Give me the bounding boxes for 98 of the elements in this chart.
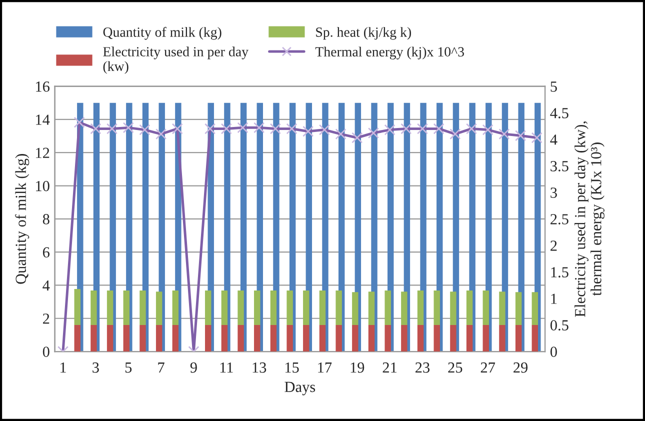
bar xyxy=(303,325,310,352)
bar xyxy=(172,325,179,352)
y2-tick-label: 3.5 xyxy=(550,161,568,172)
x-tick-label: 15 xyxy=(285,362,299,373)
bar xyxy=(106,325,114,352)
x-tick-label: 19 xyxy=(350,362,364,373)
x-tick-label: 7 xyxy=(158,362,164,373)
bar xyxy=(401,292,408,326)
bar xyxy=(499,325,506,352)
x-tick-label: 1 xyxy=(60,362,66,373)
bar xyxy=(172,290,179,326)
legend-label: Thermal energy (kj)x 10^3 xyxy=(315,46,464,60)
bar xyxy=(499,292,506,326)
bar xyxy=(336,290,342,326)
bar xyxy=(532,292,538,326)
bar xyxy=(254,325,260,352)
y-tick-label: 10 xyxy=(36,180,50,192)
bar xyxy=(401,325,408,352)
bar xyxy=(106,290,114,326)
x-tick-label: 25 xyxy=(448,362,462,373)
legend-label: Quantity of milk (kg) xyxy=(103,26,222,40)
bar xyxy=(450,292,456,326)
x-tick-label: 11 xyxy=(220,362,233,373)
y2-tick-label: 2.5 xyxy=(550,214,568,224)
bar xyxy=(368,292,375,326)
y2-tick-label: 1.5 xyxy=(551,267,568,278)
bar xyxy=(319,325,326,352)
legend-label: Sp. heat (kj/kg k) xyxy=(316,27,411,40)
y2-tick-label: 4.5 xyxy=(550,108,568,118)
x-tick-label: 5 xyxy=(125,362,132,373)
bar xyxy=(319,290,326,326)
x-tick-label: 23 xyxy=(416,362,430,373)
bar xyxy=(123,325,130,352)
y-tick-label: 6 xyxy=(42,247,50,258)
bar xyxy=(352,325,358,352)
bar xyxy=(434,325,440,352)
bar xyxy=(417,290,424,326)
bar xyxy=(204,290,212,326)
y2-tick-label: 1 xyxy=(551,294,557,304)
bar xyxy=(482,290,489,326)
y2-tick-label: 2 xyxy=(550,240,557,251)
bar xyxy=(254,290,260,326)
y2-tick-label: 3 xyxy=(550,188,557,198)
bar xyxy=(204,325,212,352)
bar xyxy=(156,325,162,352)
y2-tick-label: 0 xyxy=(550,346,557,357)
bar xyxy=(140,325,146,352)
bar xyxy=(221,325,228,352)
y-tick-label: 2 xyxy=(42,314,50,324)
legend-label: Electricity used in per day (kw) xyxy=(103,46,248,74)
bar xyxy=(532,325,538,352)
bar xyxy=(221,290,228,326)
x-tick-label: 29 xyxy=(514,362,528,373)
bar xyxy=(482,325,489,352)
bar xyxy=(466,290,473,326)
bar xyxy=(74,325,80,352)
bar xyxy=(450,325,456,352)
bar xyxy=(140,290,146,326)
bar xyxy=(123,290,130,326)
bar xyxy=(434,290,440,326)
x-tick-label: 3 xyxy=(92,362,99,373)
x-tick-label: 9 xyxy=(190,362,197,373)
x-tick-label: 27 xyxy=(480,362,496,373)
y-tick-label: 16 xyxy=(36,81,50,92)
bar xyxy=(238,290,244,326)
bar xyxy=(368,325,375,352)
x-tick-label: 13 xyxy=(252,362,266,373)
bar xyxy=(417,325,424,352)
bar xyxy=(270,290,277,326)
x-axis-title: Days xyxy=(284,382,316,396)
bar xyxy=(286,290,293,326)
y-tick-label: 12 xyxy=(36,148,50,158)
bar xyxy=(515,325,522,352)
x-tick-label: 17 xyxy=(318,362,332,373)
bar xyxy=(238,325,244,352)
y-tick-label: 14 xyxy=(36,114,50,125)
bar xyxy=(286,325,293,352)
bar xyxy=(90,325,97,352)
y-tick-label: 0 xyxy=(42,346,50,357)
bar xyxy=(515,292,522,326)
y2-tick-label: 0.5 xyxy=(550,320,568,331)
bar xyxy=(303,290,310,326)
bar xyxy=(270,325,277,352)
bar xyxy=(384,290,391,326)
y2-tick-label: 5 xyxy=(550,82,557,92)
y2-tick-label: 4 xyxy=(550,134,558,145)
x-tick-label: 21 xyxy=(382,362,397,373)
bar xyxy=(156,292,162,326)
bar xyxy=(336,325,342,352)
bar xyxy=(466,325,473,352)
y-tick-label: 4 xyxy=(42,280,50,291)
bar xyxy=(384,325,391,352)
y2-axis-title: Electricity used in per day (kw), thermal energy (KJx 10³) xyxy=(574,121,604,317)
bar xyxy=(74,288,80,326)
y-axis-title: Quantity of milk (kg) xyxy=(15,154,30,284)
bar xyxy=(352,292,358,326)
y-tick-label: 8 xyxy=(42,214,50,224)
bar xyxy=(90,290,97,326)
